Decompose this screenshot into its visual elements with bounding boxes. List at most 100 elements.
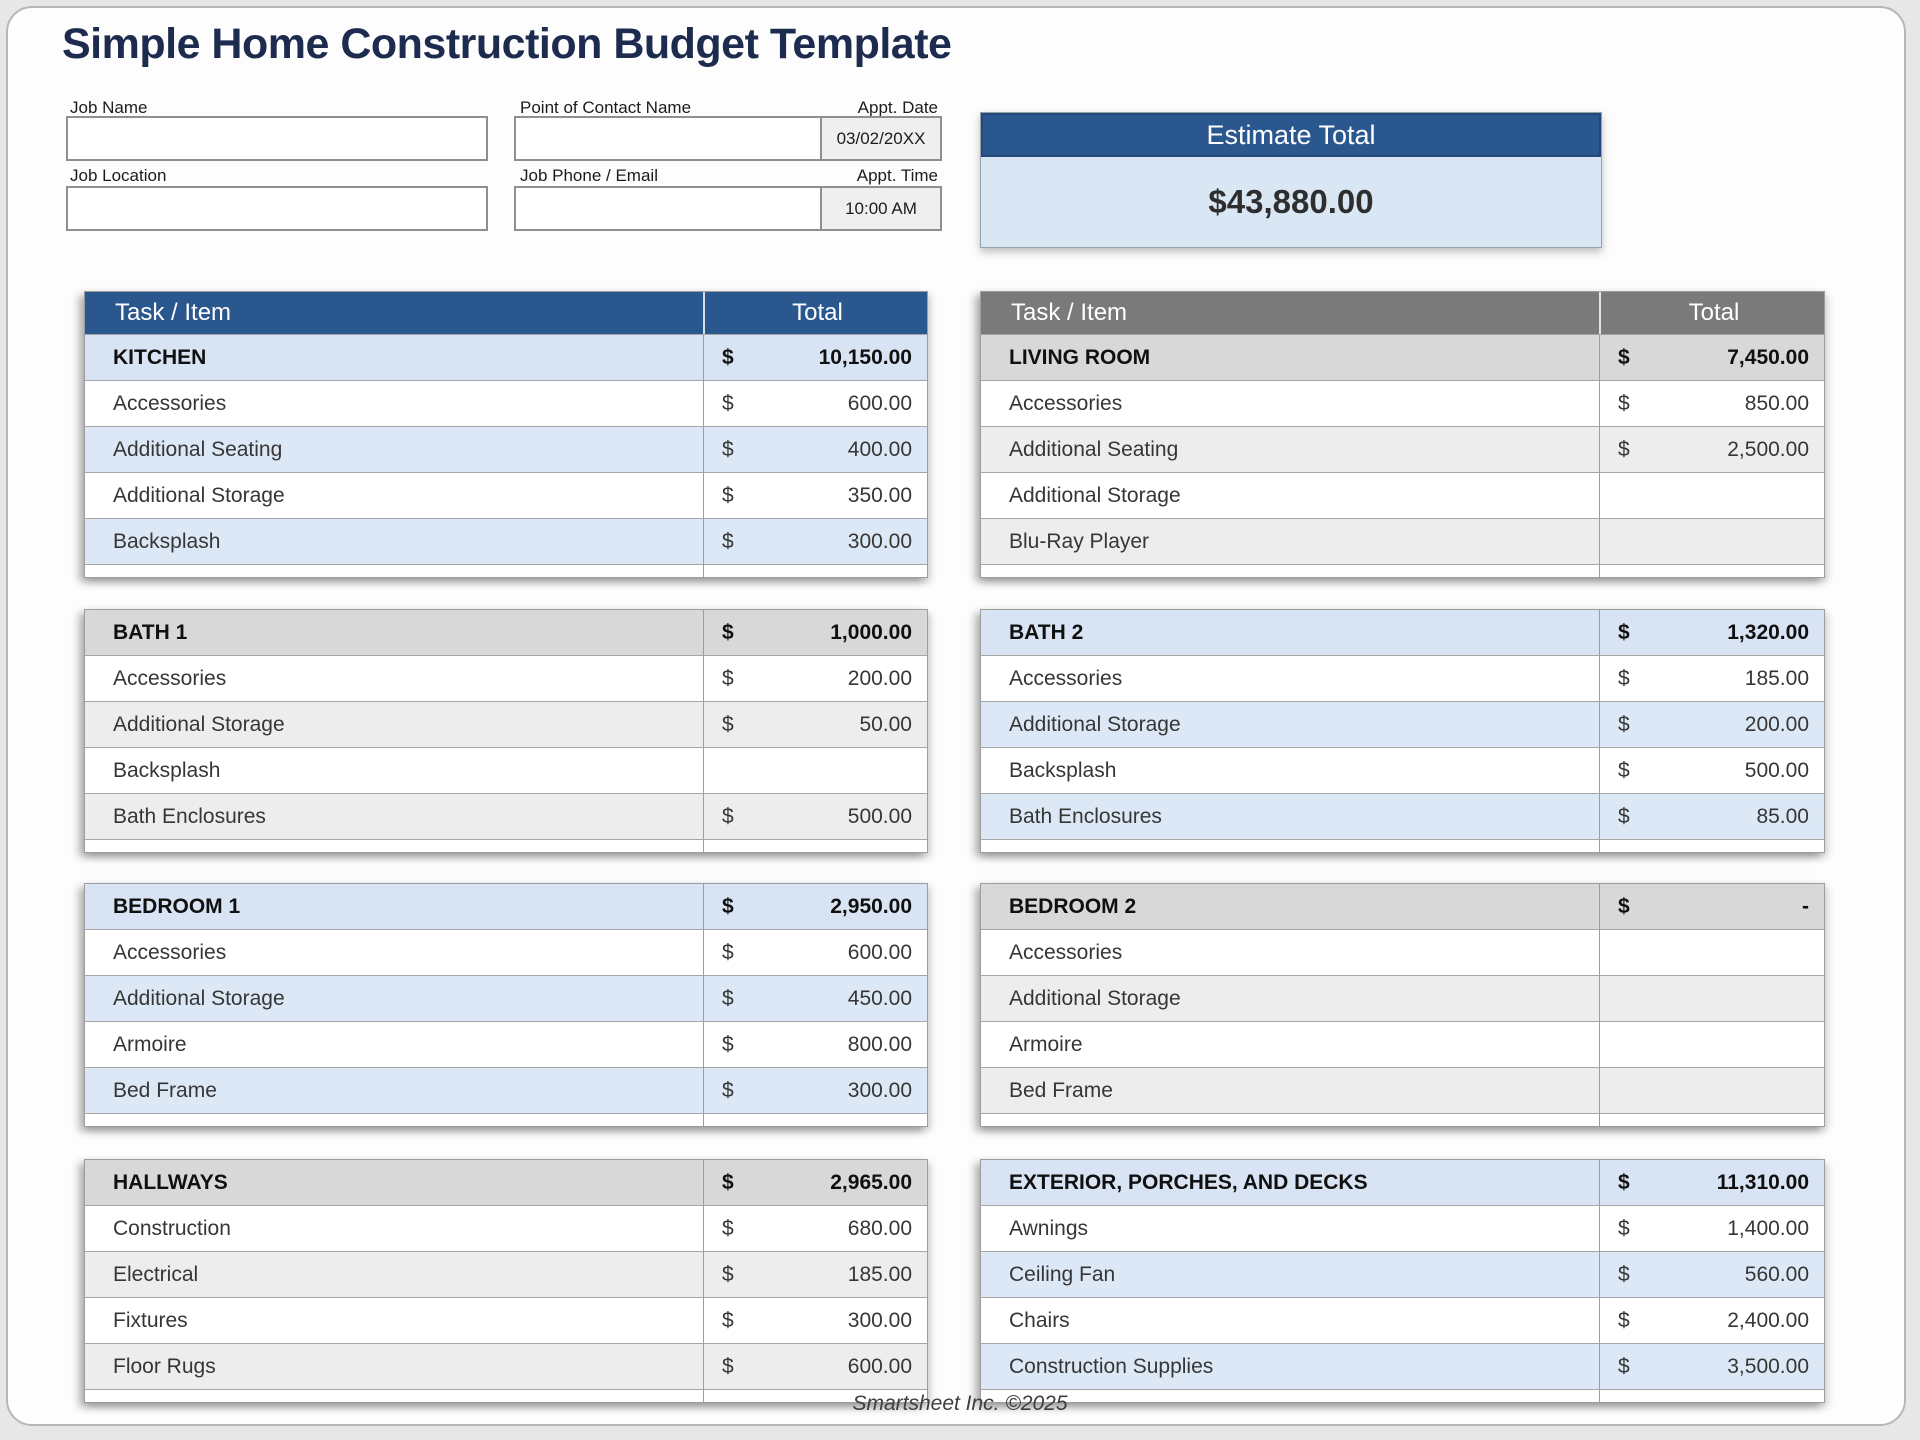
item-amount: $2,400.00: [1599, 1298, 1824, 1343]
item-label: Electrical: [113, 1262, 199, 1286]
amount: 680.00: [847, 1216, 912, 1240]
amount: 300.00: [847, 1308, 912, 1332]
item-label: Accessories: [1009, 391, 1123, 415]
cropped-row: [981, 1389, 1824, 1402]
item-amount: $600.00: [703, 930, 927, 975]
cropped-row: [981, 564, 1824, 577]
table-row: Additional Storage: [981, 975, 1824, 1021]
item-label: Armoire: [113, 1032, 187, 1056]
item-label: Bath Enclosures: [113, 804, 266, 828]
item-label: Additional Storage: [113, 712, 285, 736]
item-amount: [1599, 1022, 1824, 1067]
table-row: Additional Storage $450.00: [85, 975, 927, 1021]
item-amount: [1599, 473, 1824, 518]
section-row: BATH 1 $1,000.00: [85, 610, 927, 655]
table-bedroom-2: BEDROOM 2 $ - Accessories Additional Stor…: [980, 883, 1825, 1127]
phone-email-input[interactable]: [514, 186, 822, 231]
cropped-row: [85, 1113, 927, 1126]
table-header-row: Task / Item Total: [981, 292, 1824, 334]
item-label: Additional Storage: [1009, 483, 1181, 507]
appt-time-field[interactable]: 10:00 AM: [820, 186, 942, 231]
table-row: Additional Storage: [981, 472, 1824, 518]
amount: 2,400.00: [1727, 1308, 1809, 1332]
section-name: BATH 1: [113, 620, 188, 644]
item-amount: $300.00: [703, 1068, 927, 1113]
estimate-total-value: $43,880.00: [1208, 183, 1374, 220]
currency-symbol: $: [722, 940, 734, 964]
currency-symbol: $: [1618, 1354, 1630, 1378]
amount: 600.00: [847, 940, 912, 964]
section-total: $1,320.00: [1599, 610, 1824, 655]
section-row: BEDROOM 2 $ -: [981, 884, 1824, 929]
amount: 1,320.00: [1727, 620, 1809, 644]
amount: 600.00: [847, 391, 912, 415]
amount: 300.00: [847, 1078, 912, 1102]
total-header: Total: [1599, 292, 1824, 334]
section-name: LIVING ROOM: [1009, 345, 1151, 369]
item-amount: $400.00: [703, 427, 927, 472]
table-row: Bath Enclosures $500.00: [85, 793, 927, 839]
item-amount: $850.00: [1599, 381, 1824, 426]
item-label: Additional Storage: [113, 986, 285, 1010]
amount: 300.00: [847, 529, 912, 553]
total-header: Total: [703, 292, 927, 334]
currency-symbol: $: [1618, 666, 1630, 690]
item-amount: [1599, 930, 1824, 975]
table-row: Backsplash $300.00: [85, 518, 927, 564]
table-row: Additional Storage $50.00: [85, 701, 927, 747]
table-row: Accessories $600.00: [85, 929, 927, 975]
table-kitchen: Task / Item Total KITCHEN $10,150.00 Acc…: [84, 291, 928, 578]
amount: 400.00: [847, 437, 912, 461]
item-amount: $1,400.00: [1599, 1206, 1824, 1251]
currency-symbol: $: [1618, 1216, 1630, 1240]
table-exterior-porches-decks: EXTERIOR, PORCHES, AND DECKS $11,310.00 …: [980, 1159, 1825, 1403]
table-row: Accessories $600.00: [85, 380, 927, 426]
table-row: Accessories $850.00: [981, 380, 1824, 426]
table-row: Fixtures $300.00: [85, 1297, 927, 1343]
job-name-input[interactable]: [66, 116, 488, 161]
item-amount: [1599, 519, 1824, 564]
item-label: Accessories: [113, 940, 227, 964]
cropped-row: [85, 839, 927, 852]
amount: 800.00: [847, 1032, 912, 1056]
amount: 200.00: [847, 666, 912, 690]
item-amount: $560.00: [1599, 1252, 1824, 1297]
item-amount: $500.00: [1599, 748, 1824, 793]
currency-symbol: $: [722, 1308, 734, 1332]
section-name: BEDROOM 2: [1009, 894, 1137, 918]
table-bath-1: BATH 1 $1,000.00 Accessories $200.00 Add…: [84, 609, 928, 853]
table-row: Awnings $1,400.00: [981, 1205, 1824, 1251]
task-item-header: Task / Item: [115, 299, 232, 326]
currency-symbol: $: [1618, 620, 1630, 644]
amount: 200.00: [1744, 712, 1809, 736]
currency-symbol: $: [1618, 1170, 1630, 1194]
amount: 10,150.00: [818, 345, 912, 369]
item-amount: $800.00: [703, 1022, 927, 1067]
item-label: Bed Frame: [1009, 1078, 1113, 1102]
table-row: Blu-Ray Player: [981, 518, 1824, 564]
section-name: EXTERIOR, PORCHES, AND DECKS: [1009, 1170, 1368, 1194]
item-label: Construction: [113, 1216, 231, 1240]
table-row: Bed Frame: [981, 1067, 1824, 1113]
estimate-total-header: Estimate Total: [981, 113, 1601, 157]
currency-symbol: $: [1618, 391, 1630, 415]
item-amount: $200.00: [703, 656, 927, 701]
item-amount: $600.00: [703, 1344, 927, 1389]
item-amount: $300.00: [703, 519, 927, 564]
item-label: Accessories: [1009, 666, 1123, 690]
contact-name-input[interactable]: [514, 116, 822, 161]
section-name: BATH 2: [1009, 620, 1084, 644]
item-label: Backsplash: [113, 758, 221, 782]
appt-date-field[interactable]: 03/02/20XX: [820, 116, 942, 161]
amount: -: [1802, 894, 1809, 918]
estimate-total-card: Estimate Total $43,880.00: [980, 112, 1602, 248]
job-location-input[interactable]: [66, 186, 488, 231]
currency-symbol: $: [722, 986, 734, 1010]
item-amount: $185.00: [703, 1252, 927, 1297]
item-label: Ceiling Fan: [1009, 1262, 1116, 1286]
item-amount: $680.00: [703, 1206, 927, 1251]
table-row: Bath Enclosures $85.00: [981, 793, 1824, 839]
section-total: $ -: [1599, 884, 1824, 929]
footer-credit: Smartsheet Inc. ©2025: [852, 1392, 1068, 1415]
currency-symbol: $: [722, 1032, 734, 1056]
